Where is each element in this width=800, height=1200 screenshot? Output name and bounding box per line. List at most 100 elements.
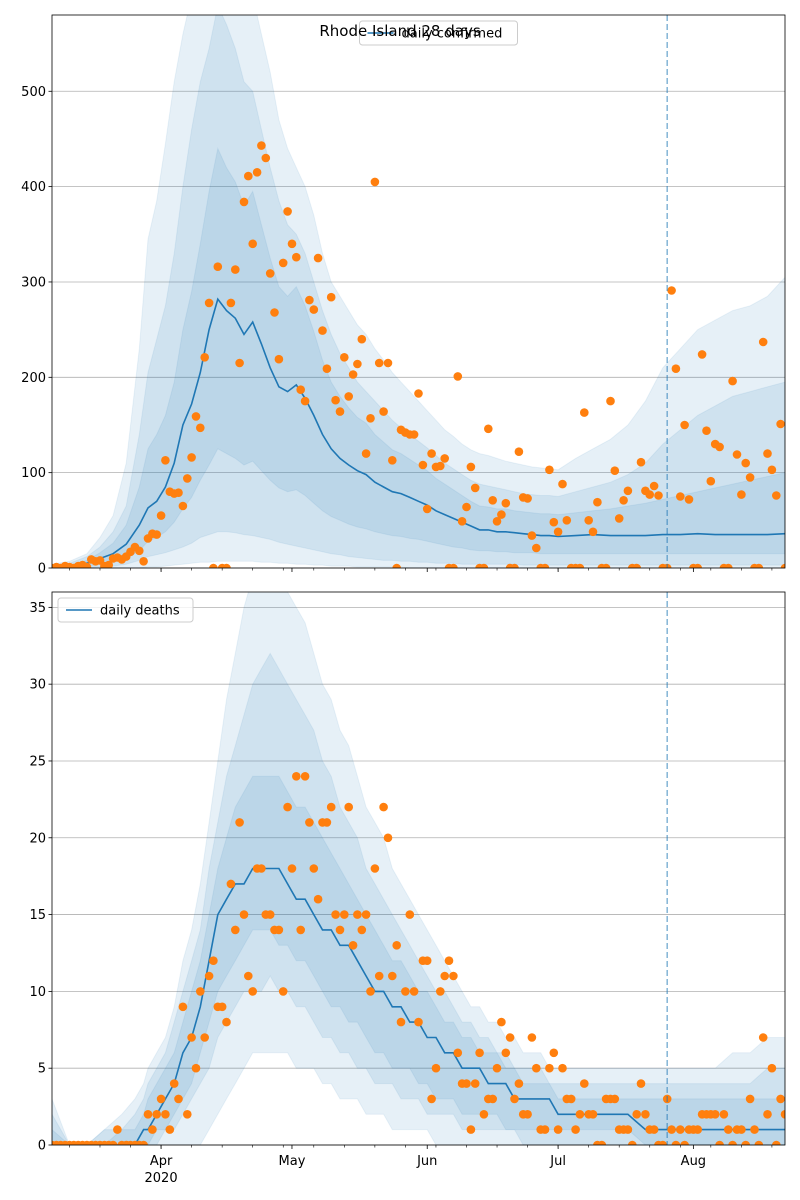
data-point: [178, 1002, 188, 1012]
data-point: [344, 392, 354, 401]
data-point: [680, 1140, 689, 1145]
data-point: [719, 1110, 729, 1119]
data-point: [732, 450, 742, 459]
data-point: [488, 1094, 498, 1104]
legend-label: daily deaths: [100, 604, 180, 619]
data-point: [588, 1110, 598, 1119]
data-point: [715, 1140, 724, 1145]
data-point: [309, 864, 319, 873]
data-point: [82, 562, 92, 568]
data-point: [379, 802, 388, 812]
data-point: [257, 141, 266, 150]
data-point: [745, 1094, 755, 1104]
legend-box: [57, 597, 194, 623]
data-point: [645, 490, 654, 499]
data-point: [623, 1125, 633, 1134]
data-point: [475, 1048, 484, 1058]
data-point: [296, 385, 306, 395]
data-point: [649, 481, 659, 491]
data-point: [436, 987, 445, 996]
data-point: [278, 987, 288, 996]
data-point: [575, 563, 585, 568]
data-point: [252, 168, 262, 177]
data-point: [300, 396, 310, 406]
data-point: [331, 910, 340, 919]
data-point: [104, 560, 113, 568]
data-point: [209, 956, 218, 965]
data-point: [510, 1094, 519, 1104]
data-point: [610, 1094, 620, 1104]
data-point: [501, 498, 511, 508]
data-point: [532, 543, 541, 553]
data-point: [523, 494, 532, 503]
data-point: [575, 1110, 585, 1119]
x-tick-label: Aug: [681, 1154, 706, 1169]
data-point: [457, 517, 467, 526]
data-point: [300, 772, 310, 781]
plot-area: [52, 592, 785, 1145]
y-tick-label: 25: [29, 754, 46, 769]
data-point: [409, 987, 419, 996]
data-point: [366, 987, 375, 996]
data-point: [222, 1017, 231, 1027]
data-point: [209, 563, 218, 568]
data-point: [702, 426, 711, 436]
data-point: [113, 1125, 122, 1134]
data-point: [492, 517, 502, 526]
data-point: [265, 269, 275, 278]
data-point: [558, 1063, 567, 1073]
data-point: [614, 514, 624, 523]
y-tick-label: 20: [29, 831, 46, 846]
data-point: [135, 546, 144, 556]
data-point: [383, 833, 393, 843]
data-point: [361, 449, 371, 458]
confidence-band-2: [52, 146, 785, 568]
data-point: [676, 492, 685, 501]
data-point: [462, 1079, 471, 1088]
data-point: [724, 1125, 733, 1134]
data-point: [728, 376, 737, 386]
data-point: [462, 502, 471, 512]
data-point: [440, 971, 450, 981]
confirmed-panel: 0 100 200 300 400 500 daily confirmed: [21, 14, 786, 577]
data-point: [444, 956, 454, 965]
data-point: [588, 527, 598, 537]
x-year-label: 2020: [145, 1171, 178, 1186]
data-point: [414, 389, 423, 398]
data-point: [322, 364, 332, 374]
data-point: [710, 1110, 720, 1119]
axes-frame: [51, 591, 786, 1146]
data-point: [549, 1048, 559, 1058]
data-point: [737, 490, 746, 499]
data-point: [370, 177, 380, 187]
data-point: [287, 864, 297, 873]
data-point: [724, 563, 733, 568]
data-point: [671, 364, 681, 374]
data-point: [296, 925, 306, 935]
y-tick-label: 100: [21, 466, 46, 481]
data-point: [187, 453, 196, 462]
axes-frame: [51, 14, 786, 569]
data-point: [527, 531, 537, 540]
data-point: [305, 295, 314, 305]
data-point: [628, 1140, 637, 1145]
data-point: [340, 910, 349, 919]
data-point: [767, 1063, 777, 1073]
data-point: [636, 1079, 646, 1088]
data-point: [305, 818, 314, 827]
data-point: [693, 563, 702, 568]
data-point: [200, 353, 209, 362]
data-point: [335, 407, 345, 416]
data-point: [361, 910, 371, 919]
data-point: [497, 1017, 506, 1027]
data-point: [388, 971, 397, 981]
data-point: [641, 1110, 650, 1119]
x-tick-label: May: [279, 1154, 306, 1169]
data-point: [183, 1110, 192, 1119]
data-point: [274, 354, 284, 364]
data-point: [772, 491, 781, 500]
data-point: [278, 258, 288, 268]
data-point: [772, 1140, 781, 1145]
data-point: [693, 1125, 702, 1134]
data-point: [466, 1125, 476, 1134]
